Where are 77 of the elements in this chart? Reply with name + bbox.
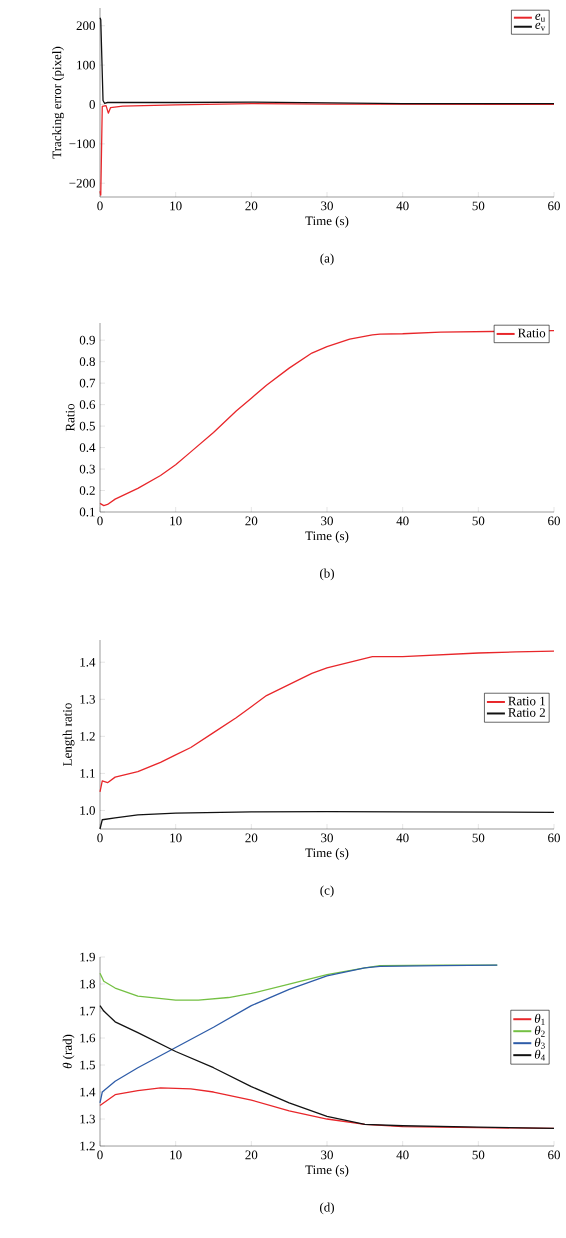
y-tick-label: 1.7 [80,1006,96,1016]
x-axis-title: Time (s) [305,1165,349,1177]
text: (b) [320,568,334,581]
x-tick-label: 0 [97,516,103,526]
y-tick-label: 0.7 [79,378,96,388]
y-tick-label: 0 [89,100,95,109]
x-tick-label: 20 [245,1150,258,1160]
y-tick-label: −200 [69,178,95,188]
legend-label: Ratio [517,328,546,338]
legend-label: θ$_{1}$ [534,1013,545,1025]
legend-label: e$_{u}$ [535,13,546,22]
x-tick-label: 0 [97,833,103,843]
x-tick-label: 50 [472,1150,485,1160]
y-tick-label: 0.6 [79,400,96,410]
y-tick-label: 100 [77,60,95,70]
x-tick-label: 20 [245,516,258,526]
y-tick-label: 1.3 [80,1114,95,1124]
y-tick-label: 0.3 [79,464,95,474]
x-tick-label: 30 [321,1150,333,1160]
text: (a) [320,253,334,266]
y-tick-label: 1.9 [80,952,95,962]
legend-label: θ$_{3}$ [534,1037,545,1049]
y-tick-label: 1.4 [80,1087,96,1097]
x-axis-title: Time (s) [305,531,349,543]
x-tick-label: 20 [245,833,258,843]
x-tick-label: 0 [97,201,103,211]
legend-label: θ$_{4}$ [534,1049,546,1061]
y-tick-label: 1.8 [80,979,95,989]
y-axis-title: θ (rad) [62,1034,75,1069]
line-series [99,1004,555,1130]
x-tick-label: 60 [548,516,560,526]
x-tick-label: 60 [548,833,560,843]
x-tick-label: 30 [321,201,333,211]
legend-label: θ$_{2}$ [534,1025,545,1037]
y-tick-label: −100 [69,139,95,149]
y-tick-label: 0.8 [79,357,95,367]
text: (d) [320,1202,334,1215]
y-axis-title: Tracking error (pixel) [52,46,64,159]
x-tick-label: 10 [170,1150,182,1160]
x-tick-label: 40 [396,1150,409,1160]
x-tick-label: 40 [396,201,409,211]
y-tick-label: 0.4 [79,443,96,452]
x-axis-title: Time (s) [305,216,349,228]
y-tick-label: 0.5 [79,421,95,431]
y-axis-title: Length ratio [62,703,75,766]
x-tick-label: 30 [321,833,333,843]
y-tick-label: 1.2 [80,1141,95,1151]
y-tick-label: 1.1 [80,769,95,778]
x-tick-label: 10 [170,833,182,843]
x-tick-label: 60 [548,1150,560,1160]
legend-label: Ratio 1 [508,696,545,706]
x-tick-label: 50 [472,833,485,843]
y-axis-title: Ratio [65,403,75,432]
y-tick-label: 1.3 [80,694,95,704]
y-tick-label: 1.5 [80,1060,95,1070]
x-tick-label: 60 [548,201,560,211]
y-tick-label: 0.9 [79,335,95,345]
x-tick-label: 50 [472,516,485,526]
legend-label: Ratio 2 [508,708,545,717]
x-tick-label: 0 [97,1150,103,1160]
text: (c) [320,885,334,898]
y-tick-label: 1.0 [80,806,95,815]
y-tick-label: 0.2 [79,486,95,495]
x-tick-label: 30 [321,516,333,526]
y-tick-label: 1.2 [80,731,95,741]
y-tick-label: 1.4 [80,657,96,667]
x-axis-title: Time (s) [305,848,349,860]
legend-label: e$_{v}$ [535,22,546,31]
y-tick-label: 200 [76,21,95,31]
x-tick-label: 20 [245,201,258,211]
x-tick-label: 40 [396,516,409,526]
x-tick-label: 40 [396,833,409,843]
y-tick-label: 1.6 [80,1033,96,1043]
x-tick-label: 50 [472,201,485,211]
y-tick-label: 0.1 [79,507,95,517]
x-tick-label: 10 [170,201,182,211]
x-tick-label: 10 [170,516,182,526]
